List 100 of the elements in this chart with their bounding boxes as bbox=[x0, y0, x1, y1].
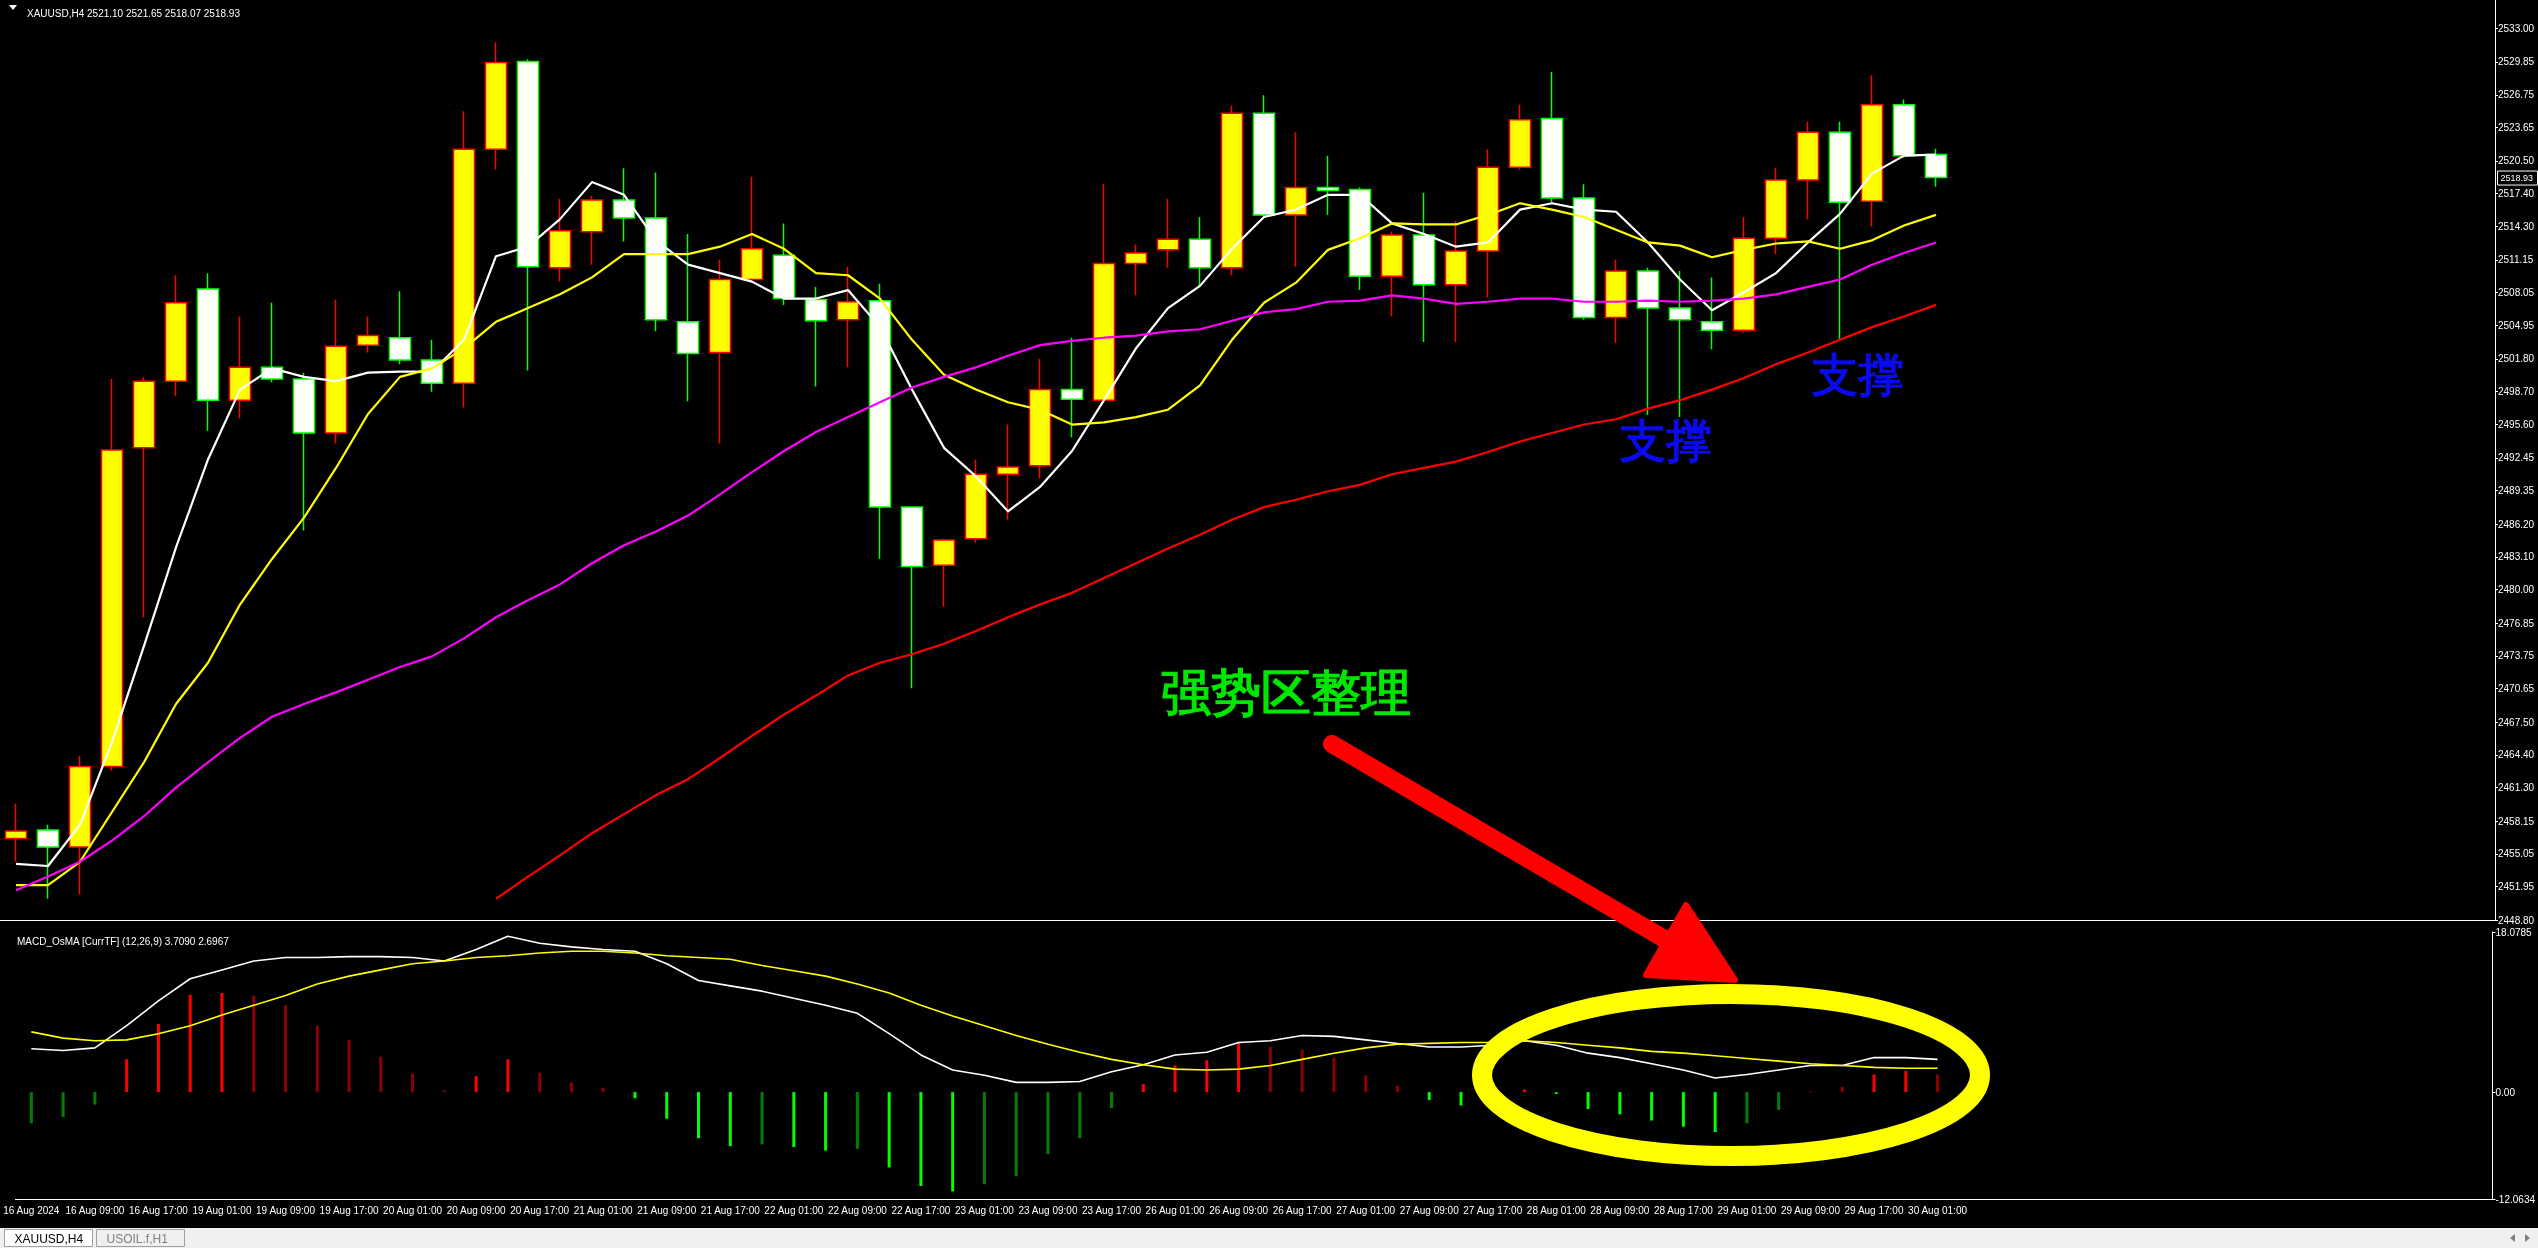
y-tick-label: 2492.45 bbox=[2498, 452, 2535, 464]
bar bbox=[538, 1072, 542, 1093]
bar bbox=[1650, 1092, 1654, 1121]
line-series bbox=[30, 950, 1939, 1071]
bar bbox=[824, 1092, 828, 1151]
bar bbox=[1078, 1092, 1082, 1139]
candlestick bbox=[1060, 336, 1084, 438]
candlestick bbox=[1700, 276, 1724, 351]
y-tick-label: 2476.85 bbox=[2498, 617, 2535, 629]
candlestick bbox=[580, 195, 604, 266]
x-tick-label: 26 Aug 09:00 bbox=[1209, 1204, 1269, 1216]
x-tick-label: 26 Aug 17:00 bbox=[1272, 1204, 1333, 1216]
text: USOIL.f,H1 bbox=[106, 1231, 169, 1246]
x-tick-label: 22 Aug 09:00 bbox=[827, 1204, 888, 1216]
x-tick-label: 28 Aug 17:00 bbox=[1653, 1204, 1714, 1216]
candlestick bbox=[484, 41, 508, 171]
y-tick-label: 18.0785 bbox=[2495, 926, 2533, 938]
candlestick bbox=[548, 198, 572, 283]
x-tick-label: 22 Aug 17:00 bbox=[891, 1204, 951, 1216]
candlestick bbox=[1380, 231, 1404, 318]
candlestick bbox=[228, 315, 252, 419]
annotation: 强势区整理 bbox=[1161, 665, 1411, 721]
x-tick-label: 16 Aug 17:00 bbox=[128, 1204, 189, 1216]
candlestick bbox=[324, 298, 348, 445]
y-tick-label: 2458.15 bbox=[2498, 815, 2535, 827]
x-tick-label: 26 Aug 01:00 bbox=[1145, 1204, 1205, 1216]
x-tick-label: 21 Aug 17:00 bbox=[700, 1204, 761, 1216]
bar bbox=[1713, 1092, 1717, 1132]
y-tick-label: 2470.65 bbox=[2498, 683, 2535, 695]
candlestick bbox=[1444, 220, 1468, 343]
x-tick-label: 19 Aug 17:00 bbox=[319, 1204, 379, 1216]
y-tick-label: -12.0634 bbox=[2495, 1193, 2536, 1205]
bar bbox=[1904, 1070, 1908, 1093]
x-tick-label: 22 Aug 01:00 bbox=[764, 1204, 824, 1216]
bar bbox=[1395, 1085, 1399, 1093]
bar bbox=[1110, 1092, 1114, 1109]
bar bbox=[506, 1059, 510, 1093]
bar bbox=[697, 1092, 701, 1139]
candlestick bbox=[1796, 121, 1820, 220]
candlestick bbox=[1156, 198, 1180, 269]
y-tick-label: 2517.40 bbox=[2498, 188, 2535, 200]
candlestick bbox=[1220, 105, 1244, 277]
candlestick bbox=[100, 378, 124, 772]
candlestick bbox=[1124, 243, 1148, 297]
bar bbox=[887, 1092, 891, 1168]
x-tick-label: 23 Aug 17:00 bbox=[1082, 1204, 1142, 1216]
bar bbox=[760, 1092, 764, 1145]
x-tick-label: 28 Aug 01:00 bbox=[1526, 1204, 1587, 1216]
y-tick-label: 2448.80 bbox=[2498, 914, 2535, 926]
bar bbox=[855, 1092, 859, 1149]
y-tick-label: 2508.05 bbox=[2498, 287, 2535, 299]
x-tick-label: 19 Aug 01:00 bbox=[192, 1204, 252, 1216]
candlestick bbox=[836, 266, 860, 369]
bar bbox=[1268, 1046, 1272, 1093]
candlestick bbox=[932, 538, 956, 608]
bar bbox=[188, 994, 192, 1093]
bar bbox=[315, 1025, 319, 1093]
x-tick-label: 21 Aug 09:00 bbox=[637, 1204, 697, 1216]
bar bbox=[1046, 1092, 1050, 1155]
x-tick-label: 29 Aug 09:00 bbox=[1780, 1204, 1841, 1216]
bar bbox=[1300, 1049, 1304, 1093]
y-tick-label: 2529.85 bbox=[2498, 56, 2535, 68]
bar bbox=[1141, 1084, 1145, 1093]
y-tick-label: 2483.10 bbox=[2498, 551, 2535, 563]
bar bbox=[125, 1059, 129, 1093]
chart-title: MACD_OsMA [CurrTF] (12,26,9) 3.7090 2.6967 bbox=[17, 935, 230, 947]
y-tick-label: 2467.50 bbox=[2498, 716, 2535, 728]
candlestick bbox=[1284, 131, 1308, 268]
y-tick-label: 2451.95 bbox=[2498, 881, 2535, 893]
bar bbox=[1681, 1092, 1685, 1127]
y-tick-label: 2498.70 bbox=[2498, 386, 2535, 398]
y-tick-label: 2489.35 bbox=[2498, 485, 2535, 497]
bar bbox=[1745, 1092, 1749, 1124]
candlestick bbox=[1188, 216, 1212, 287]
candlestick bbox=[1732, 216, 1756, 334]
bar bbox=[29, 1092, 33, 1124]
x-tick-label: 20 Aug 01:00 bbox=[383, 1204, 443, 1216]
x-tick-label: 16 Aug 09:00 bbox=[65, 1204, 125, 1216]
bar bbox=[569, 1082, 573, 1093]
y-tick-label: 2520.50 bbox=[2498, 155, 2535, 167]
bar bbox=[474, 1076, 478, 1093]
x-tick-label: 19 Aug 09:00 bbox=[256, 1204, 316, 1216]
bar bbox=[61, 1092, 65, 1117]
x-tick-label: 27 Aug 01:00 bbox=[1336, 1204, 1396, 1216]
candlestick bbox=[292, 371, 316, 532]
candlestick bbox=[1860, 74, 1884, 228]
bar bbox=[1936, 1074, 1940, 1093]
y-tick-label: 2473.75 bbox=[2498, 650, 2535, 662]
y-tick-label: 2455.05 bbox=[2498, 848, 2535, 860]
bar bbox=[1364, 1075, 1368, 1093]
candlestick bbox=[676, 233, 700, 402]
text: XAUUSD,H4 bbox=[14, 1231, 84, 1246]
bar bbox=[156, 1023, 160, 1093]
candlestick bbox=[1348, 186, 1372, 291]
bar bbox=[252, 995, 256, 1093]
candlestick bbox=[964, 458, 988, 544]
y-tick-label: 2533.00 bbox=[2498, 23, 2535, 35]
bar bbox=[1205, 1060, 1209, 1093]
candlestick bbox=[132, 376, 156, 618]
y-tick-label: 2526.75 bbox=[2498, 89, 2535, 101]
